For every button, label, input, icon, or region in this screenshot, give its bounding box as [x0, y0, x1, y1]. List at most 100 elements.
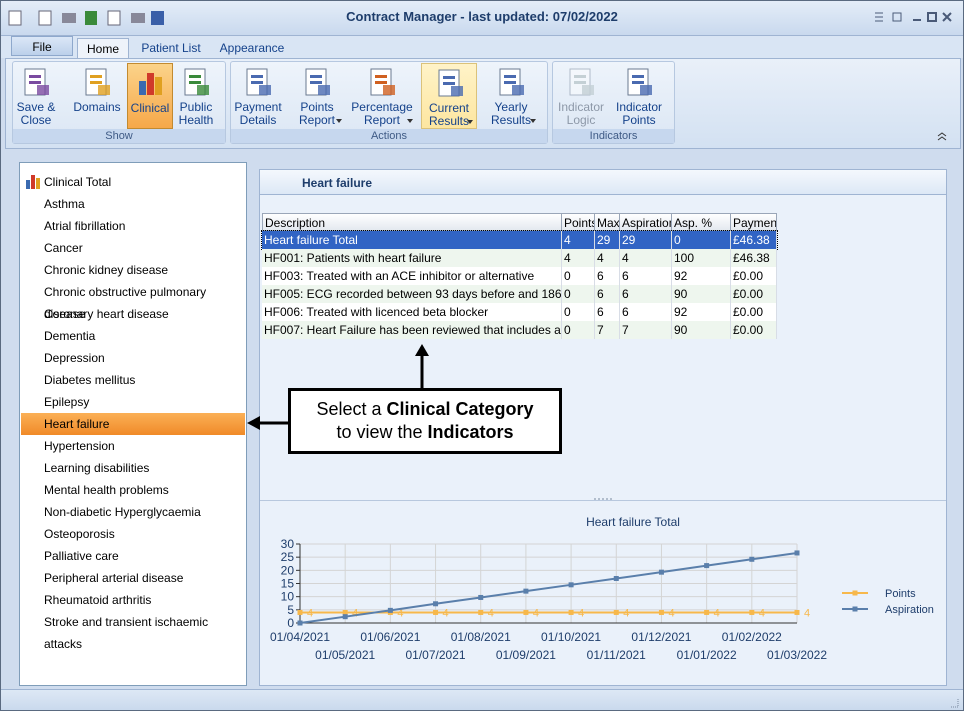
table-cell: £46.38: [731, 231, 777, 249]
category-item[interactable]: Chronic obstructive pulmonary disease: [21, 281, 245, 321]
category-item[interactable]: Peripheral arterial disease: [21, 567, 245, 589]
button-label-line: Clinical: [130, 101, 170, 115]
data-point: [749, 609, 755, 615]
column-header[interactable]: Aspiration: [620, 213, 672, 231]
table-row[interactable]: HF005: ECG recorded between 93 days befo…: [262, 285, 777, 303]
column-header[interactable]: Description: [262, 213, 562, 231]
table-cell: £46.38: [731, 249, 777, 267]
table-cell: 6: [620, 267, 672, 285]
resize-grip[interactable]: [947, 696, 959, 708]
ribbon-group-label: Indicators: [553, 129, 674, 143]
icon-part: [632, 75, 644, 78]
icon-part: [310, 75, 322, 78]
icon-part: [26, 180, 30, 189]
icon-part: [383, 85, 395, 95]
category-item[interactable]: Mental health problems: [21, 479, 245, 501]
button-label-line: Close: [20, 113, 52, 127]
table-row[interactable]: Heart failure Total 4 29 29 0 £46.38: [261, 230, 778, 250]
table-row[interactable]: HF006: Treated with licenced beta blocke…: [262, 303, 777, 321]
category-item[interactable]: Heart failure: [21, 413, 245, 435]
ribbon-tab[interactable]: File: [11, 36, 73, 56]
column-header[interactable]: Asp. %: [672, 213, 731, 231]
data-point: [704, 609, 710, 615]
data-label: 4: [307, 607, 313, 619]
ribbon-button[interactable]: Indicator Points: [611, 63, 667, 129]
icon-part: [569, 68, 591, 96]
ribbon-group-label: Show: [13, 129, 225, 143]
category-item[interactable]: Osteoporosis: [21, 523, 245, 545]
table-cell: 90: [672, 285, 731, 303]
ribbon-tab[interactable]: Appearance: [219, 41, 285, 55]
table-cell: 0: [562, 267, 595, 285]
ribbon-button[interactable]: Yearly Results: [483, 63, 539, 129]
indicator-panel: Heart failure Description Points Max Aspira…: [259, 169, 947, 686]
ribbon-tab[interactable]: Patient List: [141, 41, 201, 55]
icon-part: [31, 175, 35, 189]
category-label: Clinical Total: [44, 175, 112, 189]
quick-access-icons: [8, 10, 164, 26]
table-cell: 6: [595, 285, 620, 303]
category-item[interactable]: Dementia: [21, 325, 245, 347]
callout-emphasis: Clinical Category: [386, 399, 534, 419]
data-point: [387, 607, 393, 613]
arrow-shape: [407, 119, 413, 123]
category-item[interactable]: Rheumatoid arthritis: [21, 589, 245, 611]
icon-part: [197, 85, 209, 95]
table-row[interactable]: HF003: Treated with an ACE inhibitor or …: [262, 267, 777, 285]
category-item[interactable]: Stroke and transient ischaemic attacks: [21, 611, 245, 651]
ribbon-button[interactable]: Percentage Report: [351, 63, 413, 129]
table-cell: 0: [562, 303, 595, 321]
table-cell: 0: [672, 231, 731, 249]
table-cell: 4: [562, 231, 595, 249]
category-item[interactable]: Coronary heart disease: [21, 303, 245, 325]
column-header[interactable]: Max: [595, 213, 620, 231]
ribbon-button[interactable]: Payment Details: [230, 63, 286, 129]
x-tick-label: 01/12/2021: [631, 630, 691, 644]
ribbon-button[interactable]: Public Health: [168, 63, 224, 129]
table-row[interactable]: HF001: Patients with heart failure 4 4 4 100…: [262, 249, 777, 267]
ribbon-button[interactable]: Current Results: [421, 63, 477, 129]
category-item[interactable]: Clinical Total: [21, 171, 245, 193]
category-item[interactable]: Learning disabilities: [21, 457, 245, 479]
arrow-shape: [467, 120, 473, 124]
category-item[interactable]: Palliative care: [21, 545, 245, 567]
window-controls[interactable]: [873, 10, 953, 27]
icon-part: [375, 81, 387, 84]
ribbon-button[interactable]: Clinical: [127, 63, 173, 129]
table-cell: 6: [595, 267, 620, 285]
icon-part: [29, 75, 41, 78]
data-point: [794, 550, 800, 556]
data-point: [523, 588, 529, 594]
category-item[interactable]: Atrial fibrillation: [21, 215, 245, 237]
table-row[interactable]: HF007: Heart Failure has been reviewed t…: [262, 321, 777, 339]
category-item[interactable]: Diabetes mellitus: [21, 369, 245, 391]
category-label: Depression: [44, 351, 105, 365]
column-header[interactable]: Points: [562, 213, 595, 231]
category-item[interactable]: Depression: [21, 347, 245, 369]
data-point: [613, 575, 619, 581]
splitter[interactable]: [260, 498, 946, 504]
category-item[interactable]: Asthma: [21, 193, 245, 215]
title-bar: Contract Manager - last updated: 07/02/2…: [1, 1, 963, 36]
category-item[interactable]: Chronic kidney disease: [21, 259, 245, 281]
category-item[interactable]: Non-diabetic Hyperglycaemia: [21, 501, 245, 523]
collapse-ribbon[interactable]: [936, 131, 948, 141]
ribbon-button[interactable]: Domains: [69, 63, 125, 129]
y-tick-label: 5: [287, 603, 294, 617]
category-item[interactable]: Cancer: [21, 237, 245, 259]
ribbon-button[interactable]: Save & Close: [8, 63, 64, 129]
category-list: Clinical Total Asthma Atrial fibrillation C…: [19, 162, 247, 686]
button-icon: [499, 68, 524, 96]
column-header[interactable]: Payment: [731, 213, 777, 231]
panel-title: Heart failure: [302, 176, 373, 190]
button-label-line: Details: [239, 113, 277, 127]
category-item[interactable]: Hypertension: [21, 435, 245, 457]
ribbon-button[interactable]: Points Report: [289, 63, 345, 129]
ribbon-tab[interactable]: Home: [77, 38, 129, 59]
quick-access-toolbar[interactable]: [7, 9, 167, 27]
category-label: Rheumatoid arthritis: [44, 593, 152, 607]
series-line: [299, 551, 798, 624]
button-icon: [24, 68, 49, 96]
data-label: 4: [397, 607, 403, 619]
category-item[interactable]: Epilepsy: [21, 391, 245, 413]
